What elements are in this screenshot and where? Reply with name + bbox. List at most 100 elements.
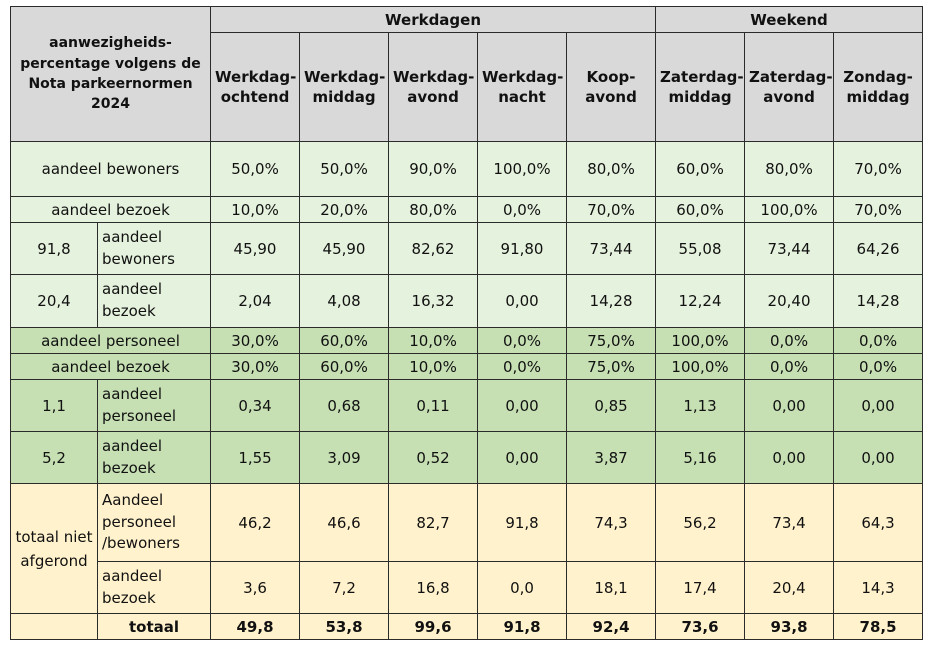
table-cell: 100,0%	[477, 141, 568, 197]
totals-group-label: totaal niet afgerond	[10, 483, 98, 614]
table-cell: 0,85	[566, 379, 657, 432]
table-cell: 0,52	[388, 431, 479, 484]
table-cell: 0,0%	[744, 327, 835, 354]
table-cell: 0,68	[299, 379, 390, 432]
table-cell: 1,55	[210, 431, 301, 484]
table-row: aandeel bewoners 50,0% 50,0% 90,0% 100,0…	[9, 141, 924, 197]
table-cell: 78,5	[833, 613, 924, 640]
table-cell: 80,0%	[744, 141, 835, 197]
row-label: aandeel personeel	[96, 379, 212, 432]
column-header: Werkdag-avond	[388, 32, 479, 142]
column-header: Zaterdag-avond	[744, 32, 835, 142]
column-header: Koop-avond	[566, 32, 657, 142]
row-label: Aandeel personeel /bewoners	[96, 483, 212, 562]
table-cell: 45,90	[210, 222, 301, 275]
table-cell: 80,0%	[388, 196, 479, 223]
table-cell: 17,4	[655, 561, 746, 614]
table-cell: 0,0%	[833, 327, 924, 354]
table-cell: 60,0%	[299, 353, 390, 380]
table-cell: 0,34	[210, 379, 301, 432]
table-cell: 0,0%	[833, 353, 924, 380]
table-cell: 60,0%	[655, 141, 746, 197]
table-cell: 73,44	[566, 222, 657, 275]
table-cell: 0,11	[388, 379, 479, 432]
parking-norms-table: aanwezigheids-percentage volgens de Nota…	[9, 6, 924, 640]
table-row: aandeel bezoek 30,0% 60,0% 10,0% 0,0% 75…	[9, 353, 924, 380]
table-cell: 14,3	[833, 561, 924, 614]
table-cell: 0,0%	[477, 196, 568, 223]
table-row: aandeel bezoek 3,6 7,2 16,8 0,0 18,1 17,…	[10, 561, 924, 614]
table-cell: 12,24	[655, 274, 746, 328]
table-cell: 55,08	[655, 222, 746, 275]
table-cell: 91,80	[477, 222, 568, 275]
table-cell: 16,8	[388, 561, 479, 614]
table-cell: 14,28	[833, 274, 924, 328]
corner-title: aanwezigheids-percentage volgens de Nota…	[9, 6, 212, 142]
table-cell: 10,0%	[388, 327, 479, 354]
row-label: aandeel bewoners	[9, 141, 212, 197]
table-cell: 82,62	[388, 222, 479, 275]
table-cell: 50,0%	[210, 141, 301, 197]
table-cell: 30,0%	[210, 353, 301, 380]
table-cell: 74,3	[566, 483, 657, 562]
table-cell: 18,1	[566, 561, 657, 614]
table-cell: 14,28	[566, 274, 657, 328]
row-label: aandeel bezoek	[96, 431, 212, 484]
table-cell: 0,00	[833, 379, 924, 432]
table-cell: 75,0%	[566, 327, 657, 354]
table-cell: 60,0%	[299, 327, 390, 354]
column-header: Werkdag-ochtend	[210, 32, 301, 142]
table-row: aandeel personeel 30,0% 60,0% 10,0% 0,0%…	[9, 327, 924, 354]
table-cell: 5,16	[655, 431, 746, 484]
table-cell: 46,2	[210, 483, 301, 562]
table-cell: 100,0%	[744, 196, 835, 223]
table-row: 91,8 aandeel bewoners 45,90 45,90 82,62 …	[10, 222, 924, 275]
table-cell: 75,0%	[566, 353, 657, 380]
table-cell: 3,09	[299, 431, 390, 484]
column-header: Zondag-middag	[833, 32, 924, 142]
table-cell: 20,40	[744, 274, 835, 328]
row-label: aandeel bezoek	[9, 196, 212, 223]
table-row: 1,1 aandeel personeel 0,34 0,68 0,11 0,0…	[10, 379, 924, 432]
table-cell: 73,4	[744, 483, 835, 562]
table-cell: 100,0%	[655, 353, 746, 380]
table-cell: 90,0%	[388, 141, 479, 197]
table-cell: 0,00	[477, 379, 568, 432]
table-cell: 0,00	[477, 431, 568, 484]
table-cell: 20,4	[744, 561, 835, 614]
table-cell: 92,4	[566, 613, 657, 640]
table-cell: 7,2	[299, 561, 390, 614]
table-cell: 91,8	[477, 613, 568, 640]
table-cell: 3,6	[210, 561, 301, 614]
table-cell: 0,00	[744, 379, 835, 432]
table-cell: 16,32	[388, 274, 479, 328]
row-key: 91,8	[10, 222, 98, 275]
table-row: 5,2 aandeel bezoek 1,55 3,09 0,52 0,00 3…	[10, 431, 924, 484]
table-cell: 100,0%	[655, 327, 746, 354]
row-key: 5,2	[10, 431, 98, 484]
column-header: Werkdag-nacht	[477, 32, 568, 142]
table-cell: 0,00	[477, 274, 568, 328]
table-cell: 99,6	[388, 613, 479, 640]
table-cell: 0,0	[477, 561, 568, 614]
group-header-weekend: Weekend	[655, 6, 924, 33]
table-cell: 2,04	[210, 274, 301, 328]
table-cell: 3,87	[566, 431, 657, 484]
row-key: 20,4	[10, 274, 98, 328]
table-cell: 80,0%	[566, 141, 657, 197]
table-row: totaal niet afgerond Aandeel personeel /…	[10, 483, 924, 614]
table-cell: 0,0%	[744, 353, 835, 380]
table-cell: 0,0%	[477, 327, 568, 354]
column-header: Werkdag-middag	[299, 32, 390, 142]
table-row: aandeel bezoek 10,0% 20,0% 80,0% 0,0% 70…	[9, 196, 924, 223]
table-cell: 49,8	[210, 613, 301, 640]
table-cell: 10,0%	[388, 353, 479, 380]
row-label: aandeel bezoek	[9, 353, 212, 380]
table-row-total: totaal 49,8 53,8 99,6 91,8 92,4 73,6 93,…	[10, 613, 924, 640]
row-label: aandeel personeel	[9, 327, 212, 354]
table-cell: 70,0%	[566, 196, 657, 223]
table-cell: 91,8	[477, 483, 568, 562]
table-cell: 64,3	[833, 483, 924, 562]
table-cell: 70,0%	[833, 196, 924, 223]
